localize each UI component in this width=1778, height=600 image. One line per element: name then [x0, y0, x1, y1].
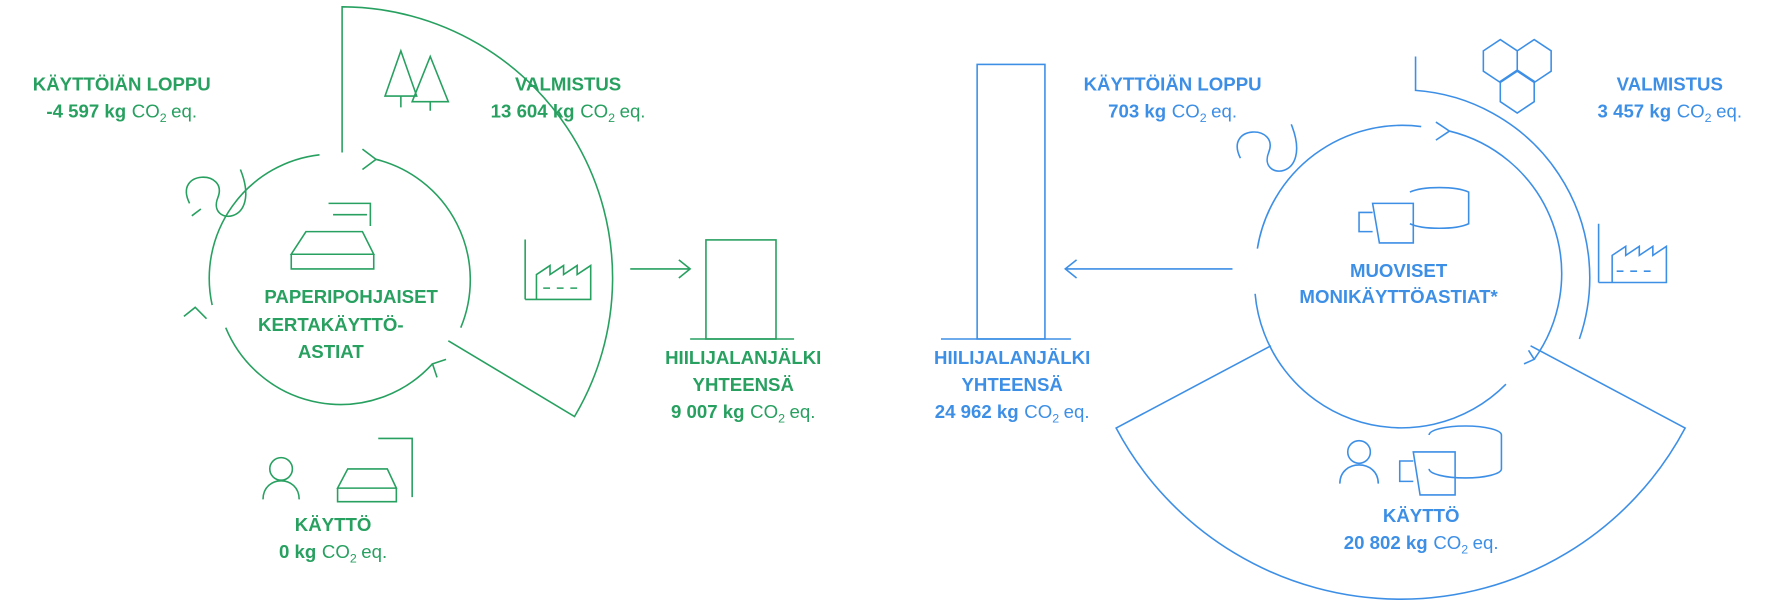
factory-icon	[1597, 223, 1668, 284]
cup-icon	[1358, 186, 1470, 244]
value: 0 kg	[279, 541, 316, 562]
unit: CO	[750, 401, 778, 422]
unit-subscript: 2	[350, 552, 357, 566]
stage-label: KÄYTTÖIÄN LOPPU	[33, 73, 211, 94]
trees-icon	[383, 48, 450, 111]
unit: CO	[1433, 532, 1461, 553]
production-sector	[341, 5, 614, 418]
unit: CO	[1677, 101, 1705, 122]
unit-subscript: 2	[1461, 543, 1468, 557]
unit: CO	[1024, 401, 1052, 422]
unit-suffix: eq.	[1064, 401, 1090, 422]
stage-value: 13 604 kg CO2 eq.	[491, 101, 646, 126]
stage-value: 20 802 kg CO2 eq.	[1344, 532, 1499, 557]
unit: CO	[132, 101, 160, 122]
factory-icon	[524, 239, 592, 301]
stage-label: KÄYTTÖ	[295, 514, 372, 535]
cycle-arc	[375, 158, 471, 328]
unit-subscript: 2	[778, 412, 785, 426]
unit-suffix: eq.	[1473, 532, 1499, 553]
panel-title: KERTAKÄYTTÖ-	[258, 314, 404, 335]
value: 703 kg	[1108, 101, 1166, 122]
unit: CO	[322, 541, 350, 562]
total-arrow	[1064, 259, 1233, 279]
value: 13 604 kg	[491, 101, 575, 122]
unit-suffix: eq.	[1211, 101, 1237, 122]
panel-title: PAPERIPOHJAISET	[264, 286, 438, 307]
stage-value: -4 597 kg CO2 eq.	[46, 101, 197, 126]
unit-suffix: eq.	[361, 541, 387, 562]
unit-subscript: 2	[1200, 111, 1207, 125]
value: 9 007 kg	[671, 401, 745, 422]
total-value: 9 007 kg CO2 eq.	[671, 401, 815, 426]
unit: CO	[1172, 101, 1200, 122]
cup-icon	[1398, 425, 1503, 496]
unit-subscript: 2	[1705, 111, 1712, 125]
value: 24 962 kg	[935, 401, 1019, 422]
cycle-arc	[208, 154, 320, 306]
use-sector	[1115, 345, 1687, 600]
value: 20 802 kg	[1344, 532, 1428, 553]
cycle-arc	[1256, 124, 1422, 249]
arrowhead	[183, 306, 208, 320]
stage-label: KÄYTTÖIÄN LOPPU	[1084, 73, 1262, 94]
unit-subscript: 2	[160, 111, 167, 125]
cycle-arc	[1449, 130, 1563, 360]
stage-value: 703 kg CO2 eq.	[1108, 101, 1237, 126]
total-arrow	[630, 259, 692, 279]
panel-title: MUOVISET	[1350, 260, 1448, 281]
container-icon	[289, 202, 376, 270]
stage-label: VALMISTUS	[1617, 73, 1723, 94]
stage-label: KÄYTTÖ	[1383, 505, 1460, 526]
total-bar	[976, 63, 1046, 340]
total-label: HIILIJALANJÄLKI	[665, 347, 821, 368]
total-value: 24 962 kg CO2 eq.	[935, 401, 1090, 426]
recycle-icon	[185, 169, 247, 217]
unit: CO	[580, 101, 608, 122]
unit-subscript: 2	[608, 111, 615, 125]
panel-title: ASTIAT	[298, 341, 364, 362]
plastic-icon	[1482, 38, 1552, 114]
person-icon	[262, 456, 300, 500]
unit-suffix: eq.	[171, 101, 197, 122]
arrowhead	[361, 148, 378, 171]
unit-subscript: 2	[1052, 412, 1059, 426]
right-diagram	[940, 38, 1687, 600]
unit-suffix: eq.	[790, 401, 816, 422]
recycle-icon	[1236, 124, 1298, 172]
value: 3 457 kg	[1598, 101, 1672, 122]
panel-title: MONIKÄYTTÖASTIAT*	[1299, 286, 1498, 307]
arrowhead	[1523, 349, 1536, 365]
unit-suffix: eq.	[1716, 101, 1742, 122]
container-icon	[336, 437, 413, 503]
unit-suffix: eq.	[620, 101, 646, 122]
production-arc	[1414, 56, 1591, 340]
stage-value: 0 kg CO2 eq.	[279, 541, 387, 566]
stage-label: VALMISTUS	[515, 73, 621, 94]
arrowhead	[1435, 121, 1451, 141]
value: -4 597 kg	[46, 101, 126, 122]
left-diagram	[183, 5, 795, 503]
stage-value: 3 457 kg CO2 eq.	[1598, 101, 1742, 126]
total-label: YHTEENSÄ	[961, 374, 1062, 395]
total-label: YHTEENSÄ	[693, 374, 794, 395]
cycle-arc	[1254, 293, 1507, 429]
total-label: HIILIJALANJÄLKI	[934, 347, 1090, 368]
arrowhead	[431, 358, 447, 378]
person-icon	[1339, 439, 1380, 484]
cycle-arc	[224, 327, 434, 406]
total-bar	[705, 239, 777, 340]
